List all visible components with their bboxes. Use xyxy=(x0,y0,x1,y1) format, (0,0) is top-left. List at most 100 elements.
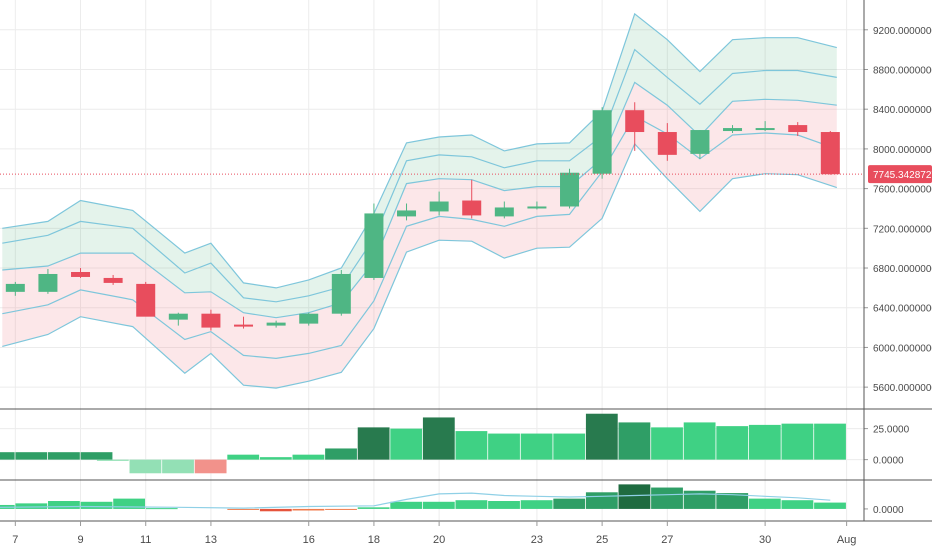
candle-body[interactable] xyxy=(657,132,677,155)
last-price-badge xyxy=(868,165,932,184)
candle-body[interactable] xyxy=(494,207,514,217)
indicator-2-pane: 0.0000 xyxy=(0,484,904,516)
histogram-bar[interactable] xyxy=(520,500,553,509)
candle-body[interactable] xyxy=(429,201,449,212)
histogram-bar[interactable] xyxy=(618,422,651,460)
histogram-bar[interactable] xyxy=(422,501,455,509)
candle-body[interactable] xyxy=(331,273,351,314)
histogram-bar[interactable] xyxy=(455,431,488,460)
histogram-bar[interactable] xyxy=(129,459,162,474)
candle-body[interactable] xyxy=(201,313,221,328)
histogram-bar[interactable] xyxy=(781,500,814,509)
histogram-bar[interactable] xyxy=(488,433,520,460)
band-upper-inner-line xyxy=(2,48,837,303)
histogram-bar[interactable] xyxy=(520,433,553,460)
histogram-bar[interactable] xyxy=(651,427,683,460)
histogram-bar[interactable] xyxy=(325,508,357,510)
histogram-bar[interactable] xyxy=(194,459,227,474)
x-tick-label: 27 xyxy=(661,534,673,546)
candle-body[interactable] xyxy=(723,128,743,132)
histogram-bar[interactable] xyxy=(96,459,129,461)
y-tick-label: 9200.00000000 xyxy=(873,26,932,37)
histogram-bar[interactable] xyxy=(585,413,618,460)
x-tick-label: 13 xyxy=(205,534,217,546)
histogram-bar[interactable] xyxy=(814,502,846,509)
candle-body[interactable] xyxy=(38,273,58,292)
histogram-bar[interactable] xyxy=(259,508,292,512)
histogram-bar[interactable] xyxy=(390,501,423,509)
histogram-bar[interactable] xyxy=(15,452,48,460)
histogram-bar[interactable] xyxy=(814,423,846,460)
histogram-bar[interactable] xyxy=(683,490,716,509)
histogram-bar[interactable] xyxy=(422,417,455,460)
histogram-bar[interactable] xyxy=(80,452,113,460)
histogram-bar[interactable] xyxy=(748,498,781,509)
histogram-bar[interactable] xyxy=(292,508,325,511)
histogram-bar[interactable] xyxy=(227,454,260,460)
x-tick-label: 16 xyxy=(303,534,315,546)
histogram-bar[interactable] xyxy=(455,500,488,509)
y-tick-label: 0.0000 xyxy=(873,505,904,516)
x-tick-label: 18 xyxy=(368,534,380,546)
candle-body[interactable] xyxy=(266,322,286,326)
candle-body[interactable] xyxy=(168,313,188,320)
histogram-bar[interactable] xyxy=(618,484,651,509)
histogram-bar[interactable] xyxy=(488,501,520,509)
x-tick-label: Aug xyxy=(837,534,857,546)
price-grid xyxy=(0,0,864,520)
histogram-bar[interactable] xyxy=(357,427,390,460)
y-tick-label: 8000.00000000 xyxy=(873,145,932,156)
last-price-label: 7745.34287275 xyxy=(873,170,932,181)
histogram-bar[interactable] xyxy=(716,426,749,460)
histogram-bar[interactable] xyxy=(325,448,357,460)
candle-body[interactable] xyxy=(527,206,547,209)
y-tick-label: 7600.00000000 xyxy=(873,185,932,196)
candle-body[interactable] xyxy=(234,324,254,327)
candle-body[interactable] xyxy=(690,130,710,154)
histogram-bar[interactable] xyxy=(716,493,749,509)
histogram-bar[interactable] xyxy=(113,498,146,509)
candle-body[interactable] xyxy=(71,271,91,277)
y-tick-label: 0.0000 xyxy=(873,456,904,467)
candle-body[interactable] xyxy=(462,200,482,216)
candle-body[interactable] xyxy=(560,172,580,207)
histogram-bar[interactable] xyxy=(683,422,716,460)
histogram-bar[interactable] xyxy=(80,501,113,509)
candle-body[interactable] xyxy=(397,210,417,217)
candle-body[interactable] xyxy=(136,283,156,317)
histogram-bar[interactable] xyxy=(748,424,781,460)
histogram-bar[interactable] xyxy=(651,487,683,509)
candle-body[interactable] xyxy=(103,277,123,283)
histogram-bar[interactable] xyxy=(48,452,80,460)
histogram-bar[interactable] xyxy=(390,428,423,460)
histogram-bar[interactable] xyxy=(48,501,80,509)
candle-body[interactable] xyxy=(592,110,612,174)
candle-body[interactable] xyxy=(820,132,840,175)
histogram-bar[interactable] xyxy=(585,492,618,509)
upper-band-fill xyxy=(2,13,837,318)
candle-body[interactable] xyxy=(364,213,384,278)
x-tick-label: 20 xyxy=(433,534,445,546)
candle-body[interactable] xyxy=(788,125,808,133)
candle-body[interactable] xyxy=(299,313,319,324)
histogram-bar[interactable] xyxy=(227,508,260,510)
histogram-bar[interactable] xyxy=(553,498,586,509)
x-axis: 7 9 11 13 16 18 20 23 25 27 30 Aug xyxy=(12,521,856,546)
histogram-bar[interactable] xyxy=(15,503,48,509)
candle-body[interactable] xyxy=(625,110,645,133)
histogram-bar[interactable] xyxy=(781,423,814,460)
candle-body[interactable] xyxy=(5,283,25,292)
histogram-bar[interactable] xyxy=(259,457,292,460)
candle-body[interactable] xyxy=(755,128,775,131)
indicator-1-pane: 25.0000 0.0000 xyxy=(0,413,910,474)
histogram-bar[interactable] xyxy=(162,459,194,474)
histogram-bar[interactable] xyxy=(553,433,586,460)
histogram-bar[interactable] xyxy=(145,508,178,510)
histogram-bar[interactable] xyxy=(357,507,390,509)
histogram-bar[interactable] xyxy=(0,452,15,460)
histogram-bar[interactable] xyxy=(292,454,325,460)
y-tick-label: 6800.00000000 xyxy=(873,264,932,275)
x-tick-label: 7 xyxy=(12,534,18,546)
